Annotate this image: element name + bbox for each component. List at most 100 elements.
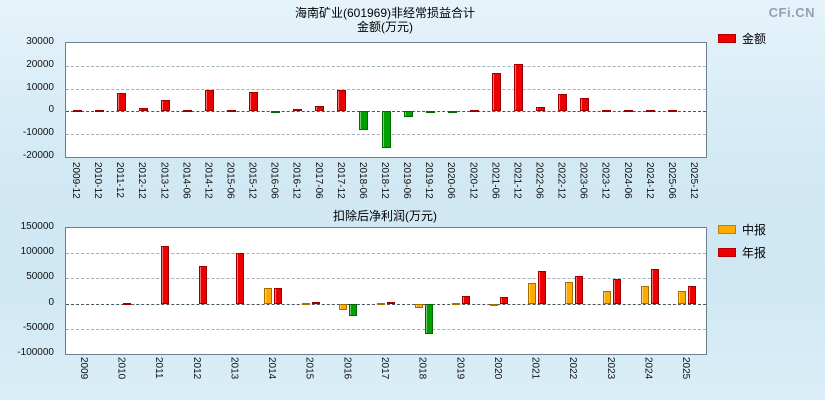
x-tick-label: 2010 bbox=[115, 357, 127, 380]
bar bbox=[426, 111, 435, 114]
x-tick-label: 2017-12 bbox=[334, 162, 346, 199]
y-tick-label: 100000 bbox=[20, 246, 54, 258]
bar bbox=[565, 282, 573, 304]
x-tick-label: 2016-06 bbox=[268, 162, 280, 199]
x-tick-label: 2021-06 bbox=[489, 162, 501, 199]
bar bbox=[641, 285, 649, 304]
bar bbox=[580, 97, 589, 112]
x-tick-label: 2020-12 bbox=[467, 162, 479, 199]
bar bbox=[538, 270, 546, 304]
legend-item: 中报 bbox=[718, 221, 766, 238]
x-tick-label: 2023-06 bbox=[577, 162, 589, 199]
y-tick-label: -50000 bbox=[22, 321, 54, 333]
x-tick-label: 2023-12 bbox=[599, 162, 611, 199]
bar bbox=[415, 303, 423, 308]
y-tick-label: 150000 bbox=[20, 221, 54, 232]
bar bbox=[602, 110, 611, 113]
x-tick-label: 2016-12 bbox=[290, 162, 302, 199]
x-tick-label: 2011 bbox=[153, 357, 165, 379]
x-tick-label: 2024-06 bbox=[621, 162, 633, 199]
zero-line bbox=[66, 303, 706, 305]
chart1-title: 海南矿业(601969)非经常损益合计 金额(万元) bbox=[65, 6, 705, 34]
legend-label: 年报 bbox=[742, 246, 767, 260]
bar bbox=[536, 106, 545, 112]
y-tick-label: 30000 bbox=[26, 36, 54, 47]
chart2-x-axis: 2009 2010 2011 2012 2013 2014 2015 2016 2017 2018… bbox=[65, 355, 705, 397]
chart-net-profit-after-deduction: 扣除后净利润(万元) 150000 100000 50000 0 -50000 -1000… bbox=[0, 205, 825, 400]
y-tick-label: 50000 bbox=[26, 271, 54, 283]
bar bbox=[470, 110, 479, 113]
bar bbox=[337, 89, 346, 112]
bar bbox=[624, 110, 633, 113]
bar bbox=[227, 110, 236, 113]
gridline bbox=[66, 88, 706, 90]
bar bbox=[161, 245, 169, 304]
gridline bbox=[66, 65, 706, 67]
chart2-plot-area bbox=[65, 227, 707, 355]
bar bbox=[500, 297, 508, 304]
x-tick-label: 2020 bbox=[491, 357, 503, 380]
x-tick-label: 2022-06 bbox=[533, 162, 545, 199]
bar bbox=[558, 94, 567, 112]
x-tick-label: 2014-12 bbox=[202, 162, 214, 199]
x-tick-label: 2024 bbox=[642, 357, 654, 380]
y-tick-label: -100000 bbox=[17, 347, 54, 358]
bar bbox=[271, 111, 280, 114]
gridline bbox=[66, 328, 706, 330]
bar bbox=[678, 291, 686, 304]
x-tick-label: 2025-06 bbox=[665, 162, 677, 199]
bar bbox=[528, 283, 536, 304]
bar bbox=[646, 110, 655, 113]
chart2-title: 扣除后净利润(万元) bbox=[65, 209, 705, 223]
bar bbox=[404, 111, 413, 118]
x-tick-label: 2012 bbox=[190, 357, 202, 380]
bar bbox=[359, 111, 368, 130]
bar bbox=[492, 72, 501, 112]
y-tick-label: 10000 bbox=[26, 81, 54, 93]
bar bbox=[462, 296, 470, 304]
x-tick-label: 2022 bbox=[567, 357, 579, 380]
bar bbox=[448, 111, 457, 114]
x-tick-label: 2021 bbox=[529, 357, 541, 380]
bar bbox=[603, 291, 611, 304]
x-tick-label: 2011-12 bbox=[114, 162, 126, 198]
bar bbox=[293, 109, 302, 112]
chart1-title-sub: 金额(万元) bbox=[357, 20, 413, 34]
x-tick-label: 2019-12 bbox=[423, 162, 435, 199]
x-tick-label: 2009 bbox=[77, 357, 89, 380]
x-tick-label: 2024-12 bbox=[643, 162, 655, 199]
bar bbox=[117, 93, 126, 112]
bar bbox=[312, 301, 320, 304]
x-tick-label: 2018-12 bbox=[379, 162, 390, 199]
legend-item: 金额 bbox=[718, 30, 766, 47]
bar bbox=[651, 269, 659, 304]
x-tick-label: 2016 bbox=[341, 357, 353, 380]
y-tick-label: -20000 bbox=[22, 150, 54, 161]
x-tick-label: 2013 bbox=[228, 357, 240, 380]
bar bbox=[452, 302, 460, 305]
bar bbox=[425, 303, 433, 334]
x-tick-label: 2019-06 bbox=[401, 162, 413, 199]
bar bbox=[514, 63, 523, 112]
bar bbox=[139, 107, 148, 112]
y-tick-label: 0 bbox=[48, 104, 54, 116]
legend-swatch bbox=[718, 225, 736, 234]
chart1-title-main: 海南矿业(601969)非经常损益合计 bbox=[294, 6, 476, 20]
x-tick-label: 2014-06 bbox=[180, 162, 192, 199]
bar bbox=[490, 303, 498, 306]
bar bbox=[349, 303, 357, 317]
chart1-plot-area bbox=[65, 42, 707, 158]
legend-label: 金额 bbox=[742, 32, 767, 46]
bar bbox=[264, 288, 272, 304]
chart2-legend: 中报 年报 bbox=[718, 221, 766, 267]
bar bbox=[377, 302, 385, 305]
chart2-title-main: 扣除后净利润(万元) bbox=[333, 209, 437, 223]
x-tick-label: 2018-06 bbox=[356, 162, 368, 199]
x-tick-label: 2015-06 bbox=[224, 162, 236, 199]
bar bbox=[161, 100, 170, 112]
legend-label: 中报 bbox=[742, 223, 767, 237]
x-tick-label: 2025-12 bbox=[687, 162, 699, 199]
x-tick-label: 2025 bbox=[680, 357, 692, 380]
bar bbox=[613, 279, 621, 304]
